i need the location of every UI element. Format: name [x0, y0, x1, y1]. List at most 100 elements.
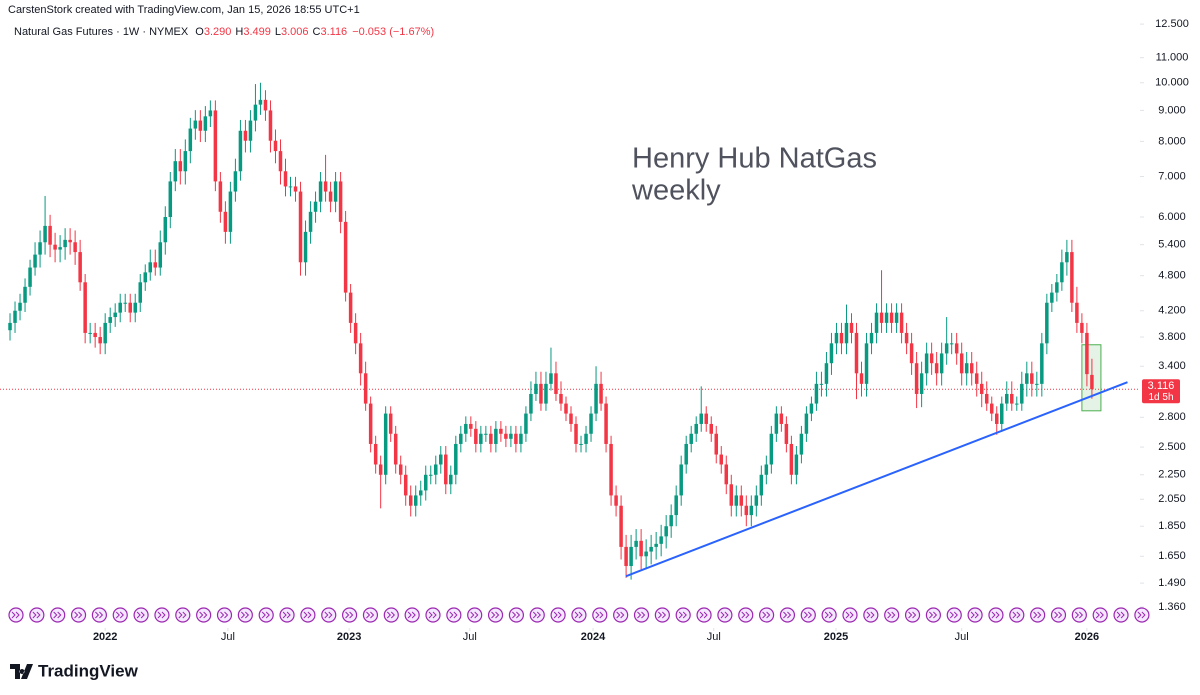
candle-body	[413, 495, 418, 506]
candle-body	[93, 332, 97, 338]
candle-body	[799, 433, 804, 455]
event-icon-arrow	[366, 611, 375, 619]
event-icon	[925, 607, 942, 623]
event-icon-circle	[487, 607, 504, 623]
candle-body	[554, 373, 558, 394]
candle-body	[509, 433, 513, 439]
event-icon	[633, 607, 650, 623]
event-icon-arrow	[178, 611, 187, 619]
event-icon-circle	[342, 607, 358, 623]
candle-body	[98, 337, 102, 344]
candle-body	[268, 110, 273, 141]
candle-body	[974, 373, 979, 384]
event-icon	[342, 607, 358, 623]
candle-body	[874, 312, 879, 333]
candle-body	[1090, 374, 1094, 390]
candle-body	[313, 201, 318, 212]
candle-body	[754, 495, 759, 506]
candle-body	[1020, 383, 1024, 404]
candle-body	[624, 546, 628, 567]
event-icon	[487, 607, 504, 623]
event-icon-arrow	[1033, 611, 1042, 619]
candle-body	[724, 464, 729, 485]
candle-body	[584, 433, 588, 444]
event-icon-circle	[1134, 607, 1150, 623]
candle-body	[168, 181, 173, 217]
ohlc-value: 3.116	[320, 26, 348, 38]
candle-body	[373, 443, 378, 465]
event-icon	[1030, 607, 1046, 623]
candle-body	[358, 343, 363, 374]
event-icon	[571, 607, 587, 623]
candle-body	[674, 495, 678, 516]
candle-body	[423, 474, 428, 491]
candle-body	[138, 282, 142, 303]
event-icon-circle	[654, 607, 670, 623]
event-icon	[91, 607, 108, 623]
candle-body	[864, 343, 869, 384]
event-icon-circle	[592, 607, 608, 623]
candle-body	[669, 515, 673, 527]
candle-body	[238, 130, 243, 172]
candle-body	[824, 363, 829, 384]
event-icon	[758, 607, 775, 623]
event-icon-circle	[988, 607, 1004, 623]
candle-body	[378, 464, 383, 475]
candle-body	[839, 332, 844, 344]
candle-body	[969, 363, 974, 374]
event-icon	[8, 607, 24, 623]
event-icon	[362, 607, 379, 623]
candle-body	[934, 363, 939, 374]
event-icon-circle	[50, 607, 66, 623]
candle-body	[854, 332, 859, 374]
candle-body	[964, 363, 969, 374]
event-icon-circle	[29, 607, 45, 623]
candle-body	[118, 302, 122, 313]
candle-body	[544, 383, 548, 404]
event-icon-arrow	[282, 611, 291, 619]
event-icon-arrow	[991, 611, 1000, 619]
event-icon	[154, 607, 170, 623]
event-icon	[884, 607, 900, 623]
event-icon-arrow	[866, 611, 875, 619]
ohlc-value: 3.290	[203, 26, 232, 38]
candle-body	[769, 433, 774, 465]
candle-body	[694, 423, 698, 434]
event-icon-arrow	[887, 611, 896, 619]
candle-body	[884, 312, 889, 323]
event-icon-circle	[863, 607, 879, 623]
candle-body	[794, 454, 799, 475]
candle-body	[43, 225, 47, 243]
candle-body	[879, 312, 884, 323]
event-icon-arrow	[449, 611, 458, 619]
symbol: Natural Gas Futures · 1W · NYMEX	[14, 26, 189, 38]
candle-body	[749, 505, 754, 516]
candle-body	[403, 474, 408, 496]
event-icon	[216, 607, 233, 623]
candle-body	[454, 443, 458, 475]
y-tick-label: 4.800	[1158, 270, 1186, 282]
ohlc-key: L	[274, 26, 281, 38]
event-icon-arrow	[720, 611, 729, 619]
event-icon-arrow	[32, 611, 41, 619]
candle-body	[549, 373, 553, 384]
candle-body	[108, 317, 112, 323]
price-change: −0.053 (−1.67%)	[352, 26, 435, 38]
candle-body	[709, 423, 714, 434]
y-tick-label: 1.850	[1158, 520, 1186, 532]
candle-body	[1035, 383, 1039, 385]
candle-body	[644, 551, 648, 557]
candle-body	[654, 543, 658, 547]
event-icon	[988, 607, 1004, 623]
event-icon-arrow	[1095, 611, 1104, 619]
event-icon-arrow	[949, 611, 958, 619]
candle-body	[323, 181, 328, 192]
candle-body	[759, 474, 764, 496]
candle-body	[734, 495, 739, 506]
candle-body	[33, 254, 37, 268]
event-icon-circle	[362, 607, 379, 623]
event-icon-circle	[425, 607, 441, 623]
event-icon	[133, 607, 149, 623]
event-icon	[196, 607, 212, 623]
event-icon-arrow	[491, 611, 500, 619]
